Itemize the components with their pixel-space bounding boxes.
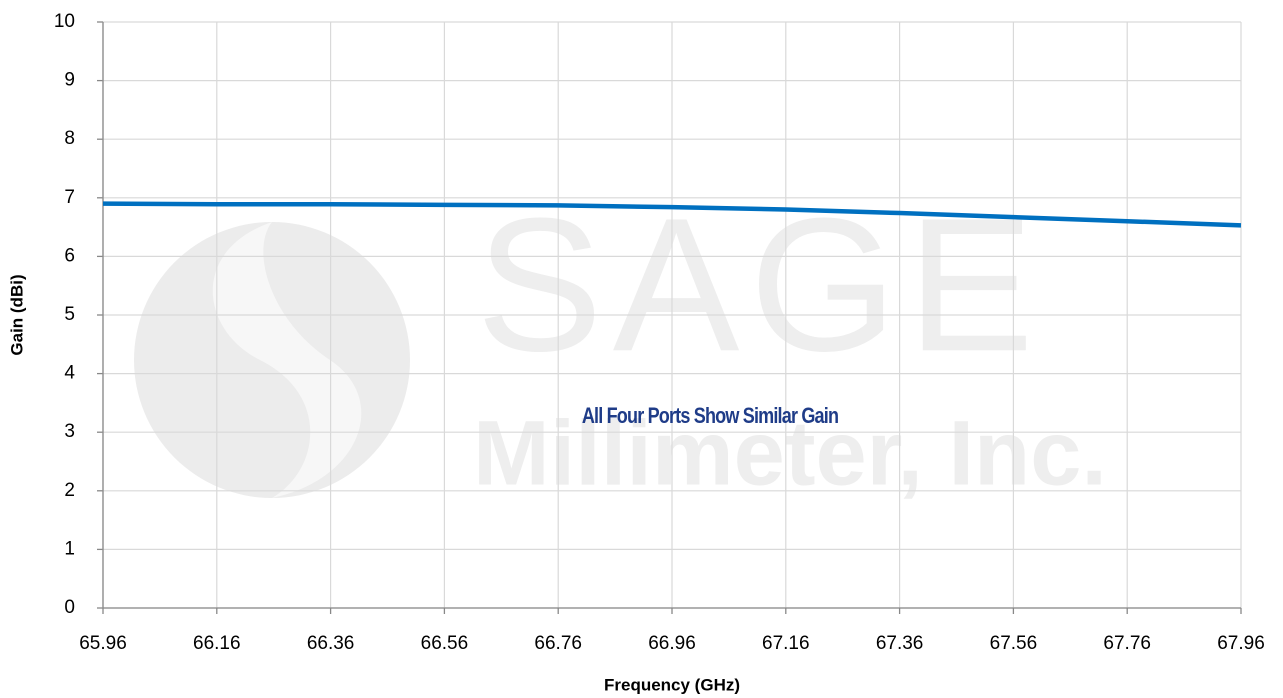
y-tick-label: 4 xyxy=(64,363,75,384)
y-tick-label: 9 xyxy=(64,70,75,91)
x-tick-label: 67.96 xyxy=(1217,633,1265,654)
y-tick-label: 2 xyxy=(64,480,75,501)
x-tick-label: 66.16 xyxy=(193,633,241,654)
y-tick-label: 7 xyxy=(64,187,75,208)
watermark-logo xyxy=(134,222,410,498)
y-tick-label: 1 xyxy=(64,538,75,559)
y-tick-label: 5 xyxy=(64,304,75,325)
x-tick-label: 66.36 xyxy=(307,633,355,654)
y-tick-label: 6 xyxy=(64,245,75,266)
x-tick-label: 67.16 xyxy=(762,633,810,654)
y-axis-label: Gain (dBi) xyxy=(7,274,26,355)
y-tick-label: 0 xyxy=(64,597,75,618)
x-tick-label: 67.76 xyxy=(1103,633,1151,654)
x-tick-label: 66.76 xyxy=(534,633,582,654)
x-tick-label: 66.96 xyxy=(648,633,696,654)
y-tick-label: 10 xyxy=(54,11,75,32)
watermark: Millimeter, Inc. xyxy=(473,402,1107,504)
y-tick-label: 8 xyxy=(64,128,75,149)
x-tick-label: 65.96 xyxy=(79,633,127,654)
annotation: All Four Ports Show Similar Gain xyxy=(582,404,839,428)
x-tick-label: 66.56 xyxy=(421,633,469,654)
series-line xyxy=(102,201,1242,228)
y-tick-label: 3 xyxy=(64,421,75,442)
x-tick-label: 67.56 xyxy=(990,633,1038,654)
x-tick-label: 67.36 xyxy=(876,633,924,654)
x-axis-label: Frequency (GHz) xyxy=(604,675,740,694)
